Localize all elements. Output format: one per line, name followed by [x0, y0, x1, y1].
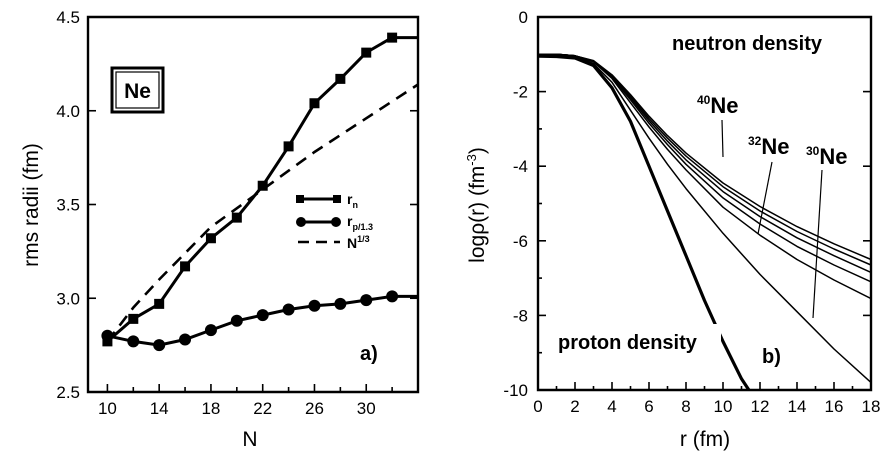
rp-marker	[204, 324, 217, 337]
isotope-label-32ne: 32Ne	[748, 134, 789, 159]
b-xtick-label: 2	[570, 397, 579, 416]
a-ytick-label: 4.0	[56, 102, 80, 121]
legend-rp-label: rp/1.3	[347, 213, 373, 232]
isotope-label-40ne: 40Ne	[697, 93, 738, 118]
rn-marker	[361, 47, 372, 58]
b-xtick-label: 0	[533, 397, 542, 416]
proton-density-label: proton density	[558, 332, 698, 354]
b-xtick-label: 4	[607, 397, 616, 416]
b-xtick-label: 14	[788, 397, 807, 416]
plot-b-series	[538, 53, 871, 390]
b-xtick-label: 12	[751, 397, 770, 416]
a-ytick-label: 3.0	[56, 289, 80, 308]
legend-rp-marker-left	[296, 217, 306, 227]
panel-a-inset-box: Ne	[110, 66, 165, 114]
plot-a-ylabel: rms radii (fm)	[20, 143, 43, 267]
rn-marker	[309, 98, 320, 109]
plot-b-ylabel: logρ(r) (fm-3)	[464, 147, 489, 263]
rp-marker	[282, 303, 295, 316]
rn-marker	[283, 141, 294, 152]
rn-marker	[231, 212, 242, 223]
b-ytick-label: -10	[503, 381, 528, 400]
legend-rn-marker-right	[333, 195, 341, 203]
panel-a-rms-radii: 10 14 18 22 26 30 2.5 3.0 3.5 4.0 4.5 Ne rn rp/1.3…	[20, 8, 420, 451]
rp-marker	[256, 309, 269, 322]
neutron-density-label: neutron density	[672, 33, 823, 55]
rn-marker	[180, 261, 191, 272]
a-xtick-label: 22	[253, 399, 272, 418]
legend-n13-label: N1/3	[347, 234, 370, 251]
pointer-32ne	[757, 161, 773, 235]
rp-marker	[230, 314, 243, 327]
plot-a-legend: rn rp/1.3 N1/3	[296, 191, 373, 251]
a-ytick-label: 3.5	[56, 196, 80, 215]
rp-marker	[127, 335, 140, 348]
b-ytick-label: -2	[513, 83, 528, 102]
b-ytick-label: -4	[513, 157, 528, 176]
series-neutron-40ne	[538, 53, 871, 261]
rp-marker	[308, 299, 321, 312]
rp-marker	[153, 339, 166, 352]
rp-marker	[360, 294, 373, 307]
panel-b-label: b)	[762, 346, 781, 368]
rn-marker	[387, 32, 398, 43]
isotope-label-30ne: 30Ne	[806, 144, 847, 169]
b-xtick-label: 18	[862, 397, 881, 416]
a-xtick-label: 26	[305, 399, 324, 418]
b-ytick-label: -6	[513, 232, 528, 251]
pointer-40ne	[721, 119, 724, 158]
b-xtick-label: 16	[825, 397, 844, 416]
legend-rn-marker-left	[296, 195, 304, 203]
inset-box-inner	[115, 71, 160, 109]
b-ytick-label: 0	[519, 8, 528, 27]
plot-a-ticks: 10 14 18 22 26 30 2.5 3.0 3.5 4.0 4.5	[56, 8, 418, 418]
series-n-1-3	[106, 83, 419, 343]
rp-marker	[179, 333, 192, 346]
legend-rp-marker-right	[331, 217, 341, 227]
b-xtick-label: 6	[644, 397, 653, 416]
proton-label-backdrop	[553, 324, 721, 356]
inset-box-outline	[110, 66, 165, 114]
plot-a-xlabel: N	[242, 428, 257, 451]
b-xtick-label: 10	[714, 397, 733, 416]
series-proton-density	[538, 54, 751, 390]
plot-b-xlabel: r (fm)	[680, 428, 730, 451]
rp-marker	[334, 297, 347, 310]
a-ytick-label: 2.5	[56, 383, 80, 402]
isotope-labels: 40Ne 32Ne 30Ne	[697, 93, 847, 319]
inset-label-ne: Ne	[124, 80, 151, 103]
plot-a-series	[101, 32, 419, 352]
rp-marker	[386, 290, 399, 303]
rn-marker	[335, 73, 346, 84]
a-ytick-label: 4.5	[56, 8, 80, 27]
a-xtick-label: 14	[150, 399, 169, 418]
legend-rn-label: rn	[347, 191, 358, 210]
a-xtick-label: 30	[357, 399, 376, 418]
rn-marker	[205, 233, 216, 244]
b-ytick-label: -8	[513, 306, 528, 325]
rn-marker	[154, 298, 165, 309]
a-xtick-label: 18	[201, 399, 220, 418]
panel-a-label: a)	[360, 343, 378, 365]
a-xtick-label: 10	[98, 399, 117, 418]
b-xtick-label: 8	[681, 397, 690, 416]
rn-marker	[257, 180, 268, 191]
rn-marker	[128, 313, 139, 324]
pointer-30ne	[812, 169, 823, 319]
panel-b-density: 0 2 4 6 8 10 12 14 16 18 0 -2 -4 -6 -8 -10 neutron dens…	[464, 8, 880, 451]
plot-b-ticks: 0 2 4 6 8 10 12 14 16 18 0 -2 -4 -6 -8 -10	[503, 8, 880, 416]
